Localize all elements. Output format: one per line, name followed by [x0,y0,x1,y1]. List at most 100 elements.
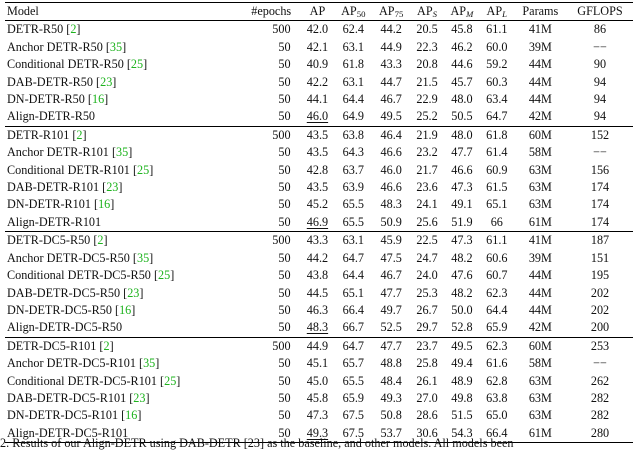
cell-apm: 50.5 [443,108,480,127]
citation-link[interactable]: 35 [143,356,156,371]
header-ap50: AP50 [334,1,373,22]
cell-ap50: 65.9 [342,390,364,405]
table-row: Anchor DETR-R101 [35] 50 43.5 64.3 46.6 23.2 4… [5,144,633,161]
citation-link[interactable]: 35 [109,39,123,54]
cell-params: 60M [528,127,552,142]
citation-link[interactable]: 2 [76,127,83,142]
citation-link[interactable]: 35 [136,250,150,265]
cell-apl: 61.1 [486,233,508,248]
citation-link[interactable]: 25 [130,57,144,72]
cell-gflops: 282 [590,408,610,423]
cell-ap: 44.9 [306,338,329,353]
header-ap75-base: AP [378,4,395,18]
cell-params: 44M [528,57,552,72]
cell-params: 41M [528,233,552,248]
table-row: DN-DETR-R50 [16] 50 44.1 64.4 46.7 22.9 48.0 63… [5,91,633,108]
cell-ap75: 47.5 [380,250,402,265]
cell-epochs: 50 [278,57,291,72]
cell-ap: 43.3 [306,233,329,248]
cell-apm: 52.8 [443,319,480,338]
citation-link[interactable]: 25 [158,268,171,283]
cell-model: Conditional DETR-R50 [25] [7,57,148,72]
cell-apl: 66 [479,213,514,233]
cell-aps: 20.8 [416,57,438,72]
cell-aps: 23.6 [416,180,438,195]
citation-link[interactable]: 16 [125,408,138,423]
citation-link[interactable]: 25 [137,162,150,177]
cell-epochs: 50 [278,408,291,423]
cell-params: 44M [528,92,552,107]
cell-apm: 47.7 [451,145,473,160]
cell-ap75: 46.7 [380,92,402,107]
cell-ap75: 48.4 [380,373,402,388]
cell-params: 63M [528,373,552,388]
cell-apm: 45.8 [451,22,473,37]
citation-link[interactable]: 2 [97,233,104,248]
cell-aps: 24.7 [416,250,438,265]
cell-aps: 25.3 [416,285,438,300]
cell-ap: 43.5 [306,145,329,160]
cell-apm: 49.1 [451,197,473,212]
cell-ap75: 49.5 [372,108,411,127]
cell-ap50: 64.4 [342,92,364,107]
cell-ap50: 65.5 [342,373,364,388]
model-name: DN-DETR-R50 [7,92,85,107]
cell-gflops: 156 [590,162,610,177]
table-header-row: Model #epochs AP AP50 AP75 APS APM APL P… [5,1,633,22]
cell-model: Align-DETR-DC5-R50 [5,319,242,338]
citation-link[interactable]: 2 [70,22,77,37]
cell-ap75: 45.9 [380,233,402,248]
cell-epochs: 500 [272,22,291,37]
cell-ap50: 64.7 [342,250,364,265]
citation-link[interactable]: 16 [119,302,132,317]
cell-model: Anchor DETR-DC5-R50 [35] [7,250,154,265]
table-row: DAB-DETR-R50 [23] 50 42.2 63.1 44.7 21.5 45.7 6… [5,74,633,91]
cell-gflops: 195 [590,268,610,283]
header-ap50-base: AP [341,4,357,18]
table-row: DAB-DETR-DC5-R101 [23] 50 45.8 65.9 49.3 27.0… [5,390,633,407]
citation-link[interactable]: 16 [91,92,105,107]
cell-model: DETR-DC5-R50 [2] [7,233,108,248]
cell-aps: 21.7 [416,162,438,177]
cell-gflops: 90 [593,57,607,72]
cell-ap50: 63.8 [342,127,364,142]
cell-model: Conditional DETR-DC5-R101 [25] [7,373,181,388]
citation-link[interactable]: 23 [127,285,140,300]
citation-link[interactable]: 23 [100,74,113,89]
cell-gflops: −− [593,145,607,160]
cell-params: 44M [528,285,552,300]
cell-ap75: 47.7 [380,338,402,353]
cell-ap75: 44.7 [380,74,402,89]
cell-aps: 22.5 [416,233,438,248]
cell-apl: 61.5 [486,180,508,195]
citation-link[interactable]: 23 [133,390,146,405]
citation-link[interactable]: 35 [116,145,129,160]
citation-link[interactable]: 23 [106,180,119,195]
citation-link[interactable]: 2 [103,338,110,353]
cell-apl: 65.9 [479,319,514,338]
cell-ap: 46.9 [300,213,335,233]
cell-ap50: 65.1 [342,285,364,300]
cell-aps: 24.1 [416,197,438,212]
cell-gflops: 262 [590,373,610,388]
table-row: Anchor DETR-DC5-R50 [35] 50 44.2 64.7 47.5 24… [5,250,633,267]
cell-apm: 44.6 [451,57,473,72]
cell-epochs: 50 [278,74,291,89]
cell-gflops: 174 [590,180,610,195]
model-name: Conditional DETR-R101 [7,162,130,177]
table-row: Conditional DETR-R101 [25] 50 42.8 63.7 46.0… [5,162,633,179]
cell-aps: 22.3 [416,39,438,54]
cell-epochs: 50 [241,424,301,444]
cell-model: Align-DETR-R101 [5,213,242,233]
cell-ap75: 46.0 [380,162,402,177]
cell-model: Align-DETR-R50 [5,108,242,127]
cell-gflops: 152 [590,127,610,142]
citation-link[interactable]: 16 [98,197,111,212]
citation-link[interactable]: 25 [164,373,177,388]
cell-aps: 25.2 [410,108,444,127]
cell-apm: 49.4 [451,356,473,371]
cell-apm: 48.2 [451,250,473,265]
cell-ap: 45.2 [306,197,329,212]
cell-ap50: 65.5 [334,213,373,233]
cell-ap: 47.3 [306,408,329,423]
